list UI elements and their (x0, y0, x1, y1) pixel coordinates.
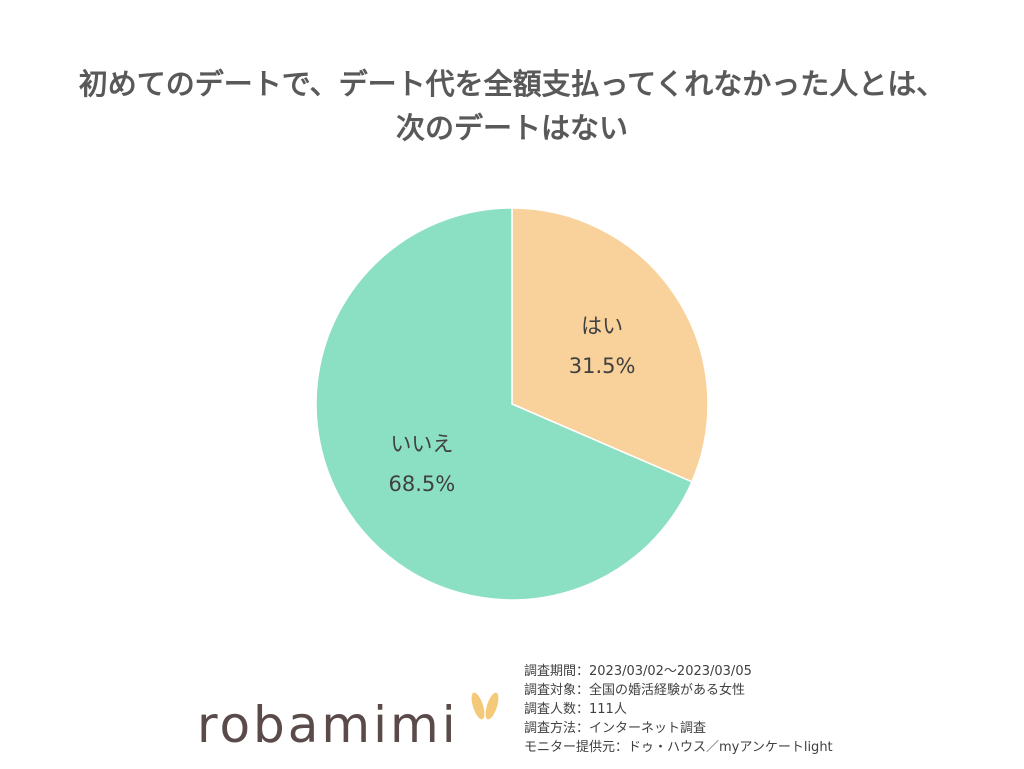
survey-notes: 調査期間：2023/03/02～2023/03/05 調査対象：全国の婚活経験が… (524, 662, 833, 757)
survey-count: 調査人数：111人 (524, 702, 627, 717)
pie-slice-value-1: 68.5% (389, 472, 456, 496)
survey-provider: モニター提供元：ドゥ・ハウス／myアンケートlight (524, 740, 833, 755)
robamimi-logo: robamimi (197, 690, 499, 760)
survey-period: 調査期間：2023/03/02～2023/03/05 (524, 664, 752, 679)
rabbit-ears-icon (471, 692, 499, 720)
pie-slice-value-0: 31.5% (569, 354, 636, 378)
pie-slice-label-1: いいえ (390, 432, 453, 456)
chart-title: 初めてのデートで、デート代を全額支払ってくれなかった人とは、 次のデートはない (0, 62, 1024, 150)
pie-slice-label-0: はい (581, 314, 623, 338)
pie-slice-0 (511, 207, 709, 483)
survey-method: 調査方法：インターネット調査 (524, 721, 707, 736)
survey-target: 調査対象：全国の婚活経験がある女性 (524, 683, 746, 698)
chart-title-line-1: 初めてのデートで、デート代を全額支払ってくれなかった人とは、 (78, 67, 946, 101)
chart-title-line-2: 次のデートはない (395, 111, 628, 145)
logo-text: robamimi (197, 696, 459, 754)
pie-slice-1 (315, 207, 693, 601)
